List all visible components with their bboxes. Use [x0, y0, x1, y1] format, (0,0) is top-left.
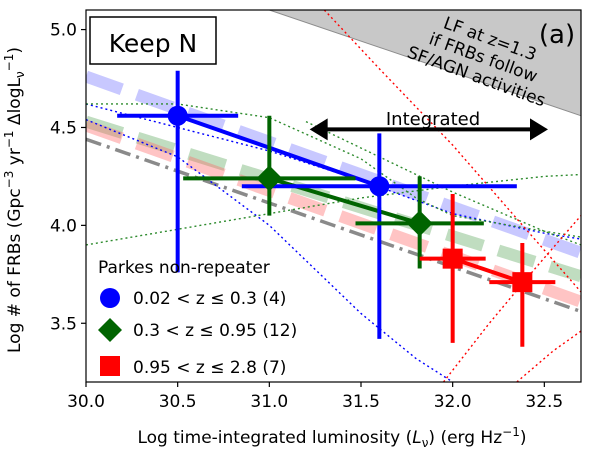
integrated-arrow-head-left	[309, 118, 328, 141]
legend: Parkes non-repeater 0.02 < z ≤ 0.3 (4) 0…	[98, 258, 297, 378]
legend-title: Parkes non-repeater	[98, 258, 270, 278]
marker-series-1-point-1	[167, 105, 188, 126]
y-axis-label: Log # of FRBs (Gpc−3 yr−1 ΔlogLν−1)	[2, 47, 27, 353]
keep-n-box: Keep N	[89, 16, 217, 65]
model-dashed-series-2	[86, 115, 581, 283]
dotted-curve-8	[516, 330, 581, 382]
legend-label-series-2: 0.3 < z ≤ 0.95 (12)	[133, 321, 297, 341]
marker-series-3-point-1	[442, 248, 463, 269]
dotted-curve-7	[442, 215, 581, 382]
integrated-arrow	[309, 118, 548, 141]
marker-series-3-point-2	[512, 272, 533, 293]
y-tick-label: 4.0	[50, 216, 77, 236]
integrated-arrow-head-right	[530, 118, 548, 141]
x-axis-ticks: 30.0 30.5 31.0 31.5 32.0 32.5	[67, 382, 563, 412]
marker-series-2-point-1	[256, 165, 283, 192]
y-tick-label: 5.0	[50, 21, 77, 41]
y-tick-label: 3.5	[50, 314, 77, 334]
marker-series-1-point-2	[369, 176, 390, 197]
y-axis-ticks: 3.5 4.0 4.5 5.0	[50, 21, 86, 334]
lf-band-shape	[269, 10, 581, 117]
lf-band	[269, 10, 581, 117]
marker-series-2-point-2	[406, 210, 433, 237]
panel-label: (a)	[539, 20, 575, 50]
model-dashed-series-1	[86, 70, 581, 259]
x-tick-label: 30.5	[159, 392, 197, 412]
dotted-curve-3	[86, 103, 581, 238]
x-tick-label: 32.0	[434, 392, 472, 412]
x-axis-label: Log time-integrated luminosity (Lν) (erg…	[137, 425, 526, 450]
integrated-label: Integrated	[386, 109, 480, 130]
legend-label-series-1: 0.02 < z ≤ 0.3 (4)	[133, 289, 286, 309]
keep-n-label: Keep N	[109, 29, 197, 58]
plot-area	[86, 10, 581, 382]
fit-line-series-1	[177, 113, 380, 189]
x-tick-label: 32.5	[525, 392, 563, 412]
legend-marker-series-3	[100, 356, 120, 376]
dotted-curve-6	[323, 10, 581, 293]
legend-marker-series-2	[98, 318, 122, 342]
x-tick-label: 31.0	[250, 392, 288, 412]
x-tick-label: 31.5	[342, 392, 380, 412]
dotted-curve-2	[86, 118, 454, 382]
dotted-curve-5	[305, 120, 581, 246]
y-tick-label: 4.5	[50, 118, 77, 138]
fit-line-series-3	[452, 256, 523, 285]
legend-marker-series-1	[100, 288, 120, 308]
legend-label-series-3: 0.95 < z ≤ 2.8 (7)	[133, 358, 286, 378]
x-tick-label: 30.0	[67, 392, 105, 412]
data-markers	[167, 105, 533, 293]
plot-frame	[85, 9, 582, 383]
